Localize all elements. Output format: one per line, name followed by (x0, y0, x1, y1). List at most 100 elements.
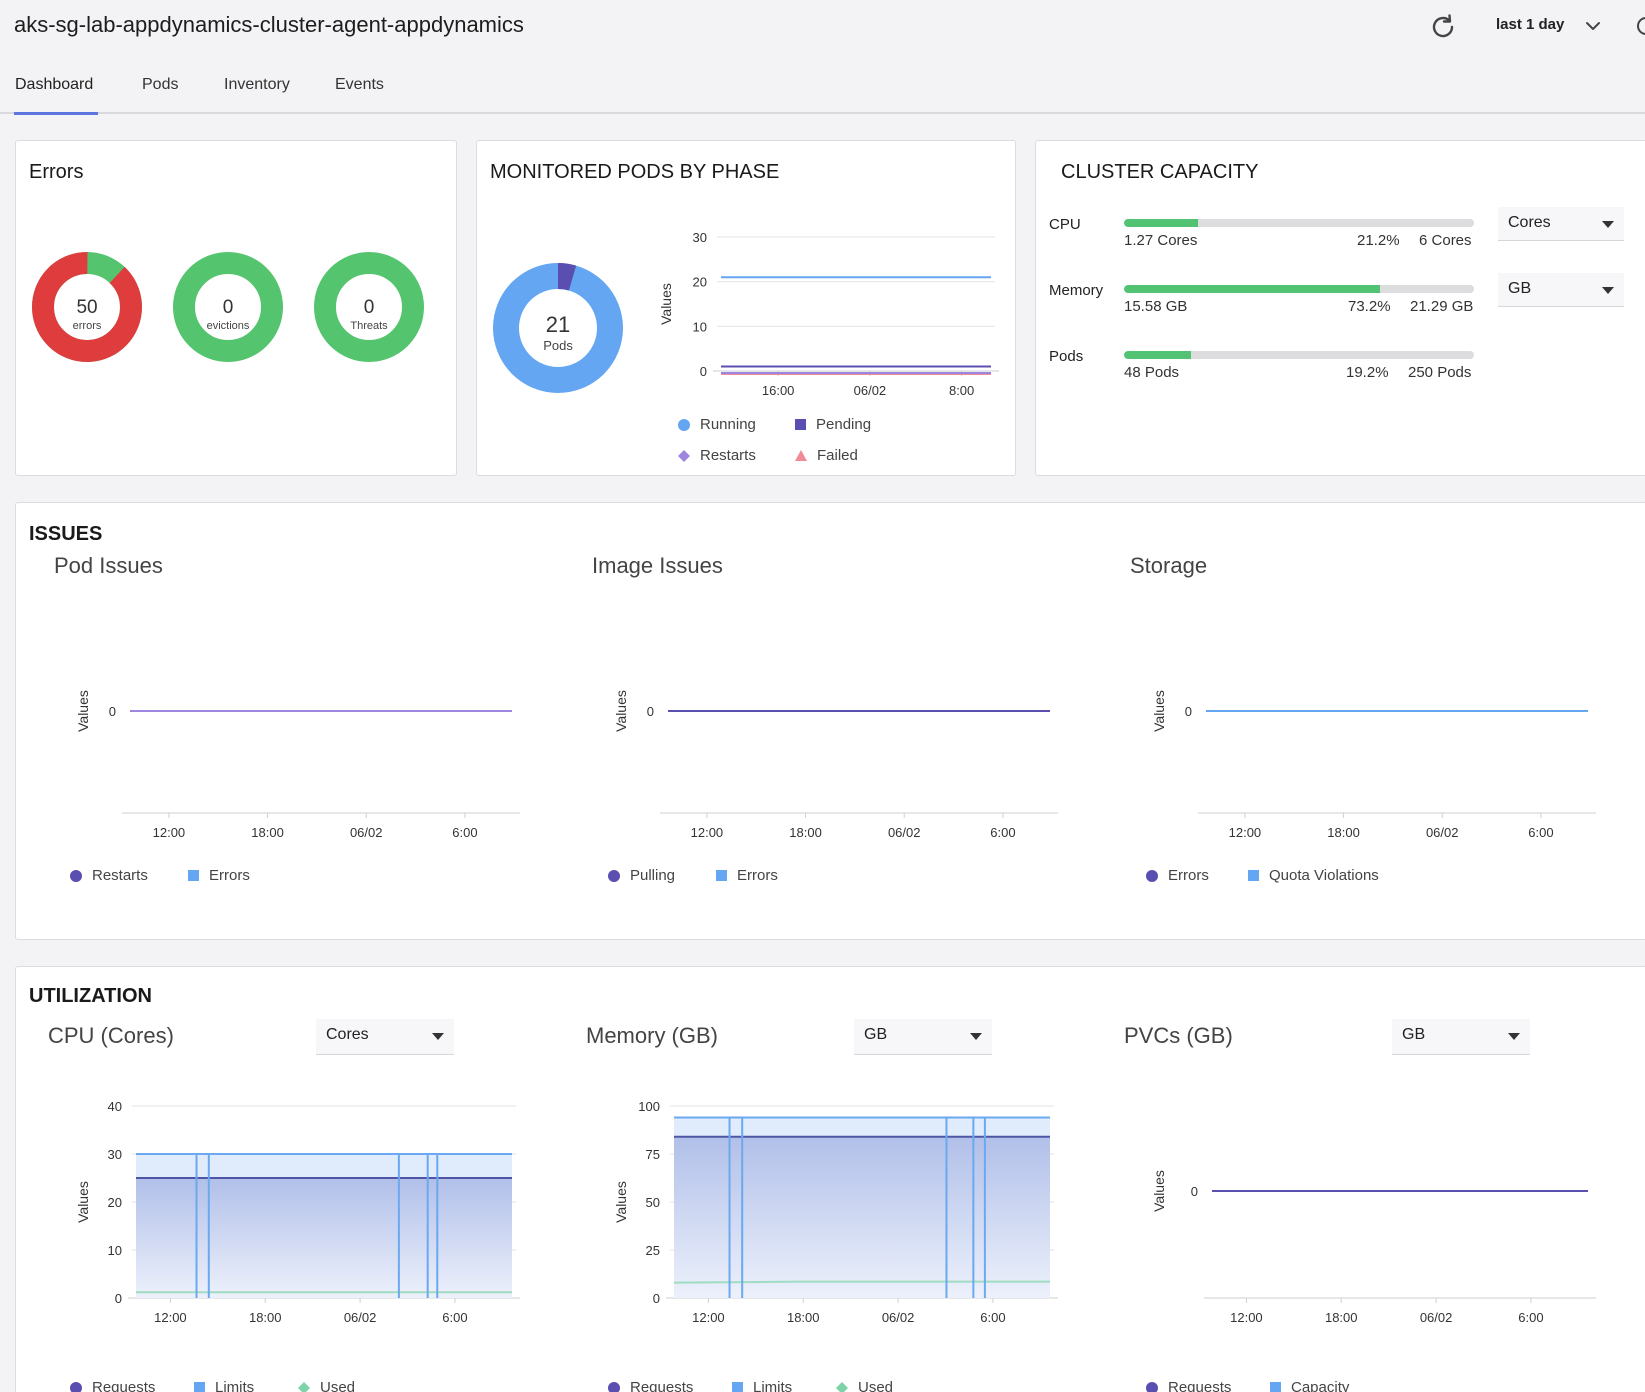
chevron-down-icon[interactable] (1583, 16, 1603, 36)
y-tick-label: 10 (108, 1243, 122, 1258)
capacity-pods-total: 250 Pods (1408, 364, 1472, 381)
tab-inventory[interactable]: Inventory (224, 76, 290, 93)
legend-pod-errors[interactable]: Errors (188, 867, 250, 884)
caret-down-icon (432, 1033, 444, 1040)
legend-pulling-marker (608, 869, 620, 882)
pods-donut[interactable]: 21 Pods (493, 263, 623, 393)
legend-restarts[interactable]: Restarts (678, 447, 756, 464)
y-tick-label: 30 (693, 230, 707, 245)
legend-cpu-limits[interactable]: Limits (194, 1379, 254, 1392)
cpu-cores-title: CPU (Cores) (48, 1023, 174, 1048)
legend-failed[interactable]: Failed (795, 447, 858, 464)
x-tick-label: 12:00 (691, 825, 724, 840)
capacity-memory-percent: 73.2% (1348, 298, 1391, 315)
legend-pvc-requests-marker (1146, 1381, 1158, 1392)
cpu-unit-value: Cores (1508, 214, 1551, 231)
legend-running-label: Running (700, 416, 756, 433)
pods-phase-title: MONITORED PODS BY PHASE (490, 161, 780, 183)
tab-dashboard[interactable]: Dashboard (15, 76, 94, 93)
legend-quota-violations-label: Quota Violations (1269, 867, 1379, 884)
legend-image-errors[interactable]: Errors (716, 867, 778, 884)
evictions-donut[interactable]: 0 evictions (173, 252, 283, 362)
threats-donut-ring (314, 252, 424, 362)
y-tick-label: 75 (646, 1147, 660, 1162)
legend-mem-requests-label: Requests (630, 1379, 694, 1392)
refresh-icon[interactable] (1428, 12, 1458, 42)
memory-chart-unit-select[interactable]: GB (854, 1019, 992, 1055)
legend-pod-restarts-label: Restarts (92, 867, 148, 884)
legend-storage-errors[interactable]: Errors (1146, 867, 1209, 884)
image-issues-title: Image Issues (592, 553, 723, 578)
legend-mem-used-label: Used (858, 1379, 894, 1392)
evictions-donut-ring (173, 252, 283, 362)
pods-count: 21 (546, 312, 570, 337)
legend-running[interactable]: Running (678, 416, 756, 433)
y-tick-label: 25 (646, 1243, 660, 1258)
legend-mem-requests[interactable]: Requests (608, 1379, 693, 1392)
threats-donut[interactable]: 0 Threats (314, 252, 424, 362)
legend-pvc-capacity-marker (1270, 1382, 1281, 1392)
legend-mem-limits-marker (732, 1382, 743, 1392)
settings-icon[interactable] (1634, 14, 1645, 38)
legend-failed-label: Failed (817, 447, 858, 464)
cpu-utilization-chart: Values 0 10 20 30 40 12:00 18:00 06/02 6:00 (75, 1099, 520, 1325)
pvcs-gb-title: PVCs (GB) (1124, 1023, 1233, 1048)
tab-events[interactable]: Events (335, 76, 384, 93)
legend-restarts-marker (678, 449, 690, 462)
x-tick-label: 06/02 (1426, 825, 1459, 840)
legend-pending[interactable]: Pending (795, 416, 871, 433)
time-range-select[interactable]: last 1 day (1496, 16, 1565, 33)
page-title: aks-sg-lab-appdynamics-cluster-agent-app… (14, 12, 524, 37)
capacity-memory-total: 21.29 GB (1410, 298, 1474, 315)
legend-pvc-capacity[interactable]: Capacity (1270, 1379, 1349, 1392)
legend-cpu-requests-marker (70, 1381, 82, 1392)
legend-pending-marker (795, 419, 806, 430)
y-axis-title: Values (1151, 1170, 1167, 1212)
x-tick-label: 8:00 (949, 383, 974, 398)
legend-pvc-requests-label: Requests (1168, 1379, 1232, 1392)
y-tick-label: 40 (108, 1099, 122, 1114)
memory-unit-select[interactable]: GB (1498, 273, 1624, 307)
legend-cpu-used[interactable]: Used (298, 1379, 355, 1392)
legend-failed-marker (795, 450, 807, 461)
cluster-capacity-card: CLUSTER CAPACITY CPU 1.27 Cores 21.2% 6 … (1035, 140, 1645, 476)
errors-donuts: 50 errors 0 evictions 0 Threats (25, 245, 424, 369)
series-used-line (673, 1280, 1050, 1284)
x-tick-label: 06/02 (882, 1310, 915, 1325)
y-axis-title: Values (75, 1181, 91, 1223)
pods-phase-donut-svg: 21 Pods (493, 263, 623, 393)
utilization-card: UTILIZATION CPU (Cores) Cores Values 0 10 2… (15, 966, 1645, 1392)
legend-pvc-requests[interactable]: Requests (1146, 1379, 1231, 1392)
x-tick-label: 06/02 (854, 383, 887, 398)
legend-mem-used[interactable]: Used (836, 1379, 893, 1392)
legend-cpu-requests-label: Requests (92, 1379, 156, 1392)
y-axis-title: Values (1151, 690, 1167, 732)
capacity-cpu-total: 6 Cores (1419, 232, 1472, 249)
legend-cpu-requests[interactable]: Requests (70, 1379, 155, 1392)
memory-gb-title: Memory (GB) (586, 1023, 718, 1048)
x-tick-label: 12:00 (1229, 825, 1262, 840)
x-tick-label: 06/02 (888, 825, 921, 840)
cpu-chart-unit-select[interactable]: Cores (316, 1019, 454, 1055)
cpu-unit-select[interactable]: Cores (1498, 207, 1624, 241)
capacity-memory-label: Memory (1049, 282, 1104, 299)
capacity-memory-used: 15.58 GB (1124, 298, 1188, 315)
legend-pod-restarts[interactable]: Restarts (70, 867, 148, 884)
legend-mem-limits[interactable]: Limits (732, 1379, 792, 1392)
legend-quota-violations-marker (1248, 870, 1259, 881)
legend-pod-errors-marker (188, 870, 199, 881)
evictions-label: evictions (207, 320, 250, 332)
x-tick-label: 6:00 (1528, 825, 1553, 840)
legend-running-marker (678, 418, 690, 431)
legend-cpu-limits-label: Limits (215, 1379, 255, 1392)
tab-pods[interactable]: Pods (142, 76, 179, 93)
errors-donut[interactable]: 50 errors (25, 245, 149, 369)
legend-storage-errors-marker (1146, 869, 1158, 882)
legend-quota-violations[interactable]: Quota Violations (1248, 867, 1379, 884)
cluster-capacity-title: CLUSTER CAPACITY (1061, 161, 1259, 183)
cpu-chart-unit-value: Cores (326, 1026, 369, 1043)
x-tick-label: 6:00 (980, 1310, 1005, 1325)
pvcs-chart-unit-select[interactable]: GB (1392, 1019, 1530, 1055)
legend-pulling[interactable]: Pulling (608, 867, 675, 884)
legend-cpu-limits-marker (194, 1382, 205, 1392)
